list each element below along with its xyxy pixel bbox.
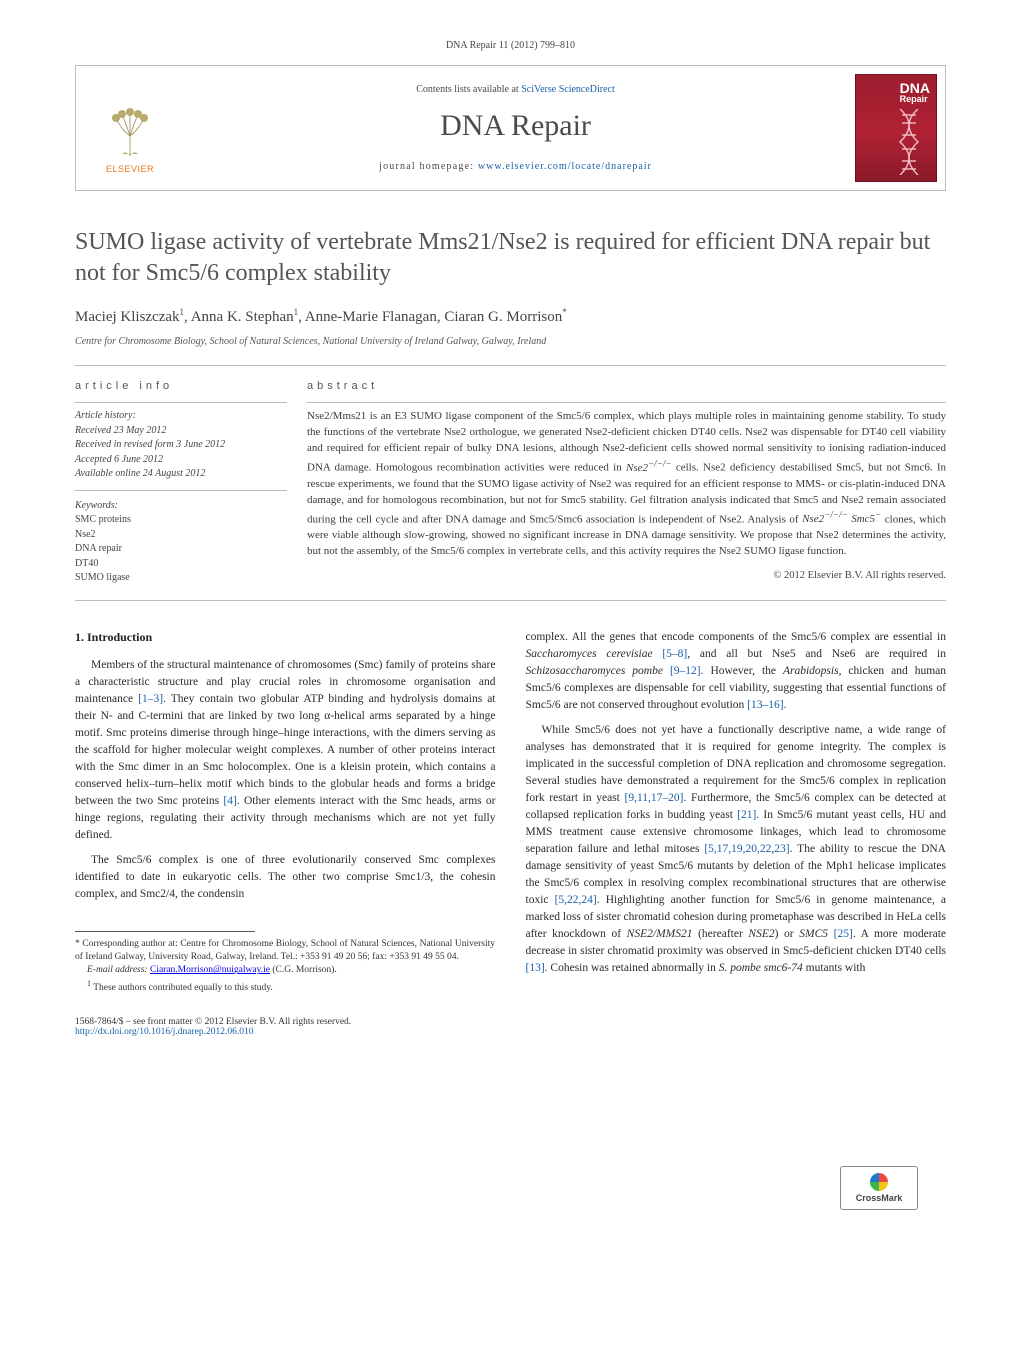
citation-volpages: 11 (2012) 799–810 (499, 40, 575, 51)
body-paragraph: The Smc5/6 complex is one of three evolu… (75, 852, 496, 903)
keyword: DT40 (75, 557, 287, 572)
publisher-logo-cell: ELSEVIER (76, 66, 184, 190)
body-paragraph: Members of the structural maintenance of… (75, 657, 496, 844)
article-history-block: Article history: Received 23 May 2012 Re… (75, 409, 287, 482)
abstract-copyright: © 2012 Elsevier B.V. All rights reserved… (307, 570, 946, 581)
authors-line: Maciej Kliszczak1, Anna K. Stephan1, Ann… (75, 307, 946, 326)
affiliation: Centre for Chromosome Biology, School of… (75, 336, 946, 347)
homepage-line: journal homepage: www.elsevier.com/locat… (194, 161, 837, 172)
footnote-marker: 1 (87, 979, 91, 988)
citation-link[interactable]: [13] (526, 962, 545, 974)
citation-link[interactable]: [1–3] (138, 693, 163, 705)
footnote-corr-text: Corresponding author at: Centre for Chro… (75, 939, 495, 962)
citation-link[interactable]: [5,22,24] (555, 894, 597, 906)
article-info-column: article info Article history: Received 2… (75, 366, 307, 586)
journal-header-box: ELSEVIER Contents lists available at Sci… (75, 65, 946, 191)
footnote-corresponding: * Corresponding author at: Centre for Ch… (75, 938, 495, 965)
body-column-left: 1. Introduction Members of the structura… (75, 629, 496, 995)
keyword: SMC proteins (75, 513, 287, 528)
contents-available-line: Contents lists available at SciVerse Sci… (194, 84, 837, 95)
footnotes: * Corresponding author at: Centre for Ch… (75, 938, 495, 995)
footnote-email: E-mail address: Ciaran.Morrison@nuigalwa… (87, 964, 495, 977)
cover-label-sub: Repair (900, 95, 930, 104)
header-citation: DNA Repair 11 (2012) 799–810 (75, 40, 946, 51)
page-footer: 1568-7864/$ – see front matter © 2012 El… (75, 1017, 946, 1037)
tree-icon (102, 106, 158, 162)
footer-left: 1568-7864/$ – see front matter © 2012 El… (75, 1017, 351, 1037)
history-revised: Received in revised form 3 June 2012 (75, 438, 287, 453)
homepage-prefix: journal homepage: (379, 161, 478, 172)
section-heading: 1. Introduction (75, 629, 496, 647)
abstract-column: abstract Nse2/Mms21 is an E3 SUMO ligase… (307, 366, 946, 586)
body-columns: 1. Introduction Members of the structura… (75, 629, 946, 995)
keywords-label: Keywords: (75, 499, 287, 514)
publisher-name: ELSEVIER (106, 164, 154, 174)
elsevier-logo: ELSEVIER (94, 100, 166, 180)
keyword: SUMO ligase (75, 571, 287, 586)
footnote-equal-text: These authors contributed equally to thi… (93, 983, 273, 993)
email-who: (C.G. Morrison). (270, 965, 337, 975)
citation-link[interactable]: [5–8] (662, 648, 687, 660)
citation-link[interactable]: [4] (223, 795, 236, 807)
body-paragraph: complex. All the genes that encode compo… (526, 629, 947, 714)
history-online: Available online 24 August 2012 (75, 467, 287, 482)
journal-cover-thumb: DNA Repair (855, 74, 937, 182)
email-label: E-mail address: (87, 965, 148, 975)
citation-journal: DNA Repair (446, 40, 496, 51)
crossmark-badge[interactable]: CrossMark (840, 1166, 918, 1210)
sciencedirect-link[interactable]: SciVerse ScienceDirect (521, 84, 615, 95)
keyword: DNA repair (75, 542, 287, 557)
citation-link[interactable]: [9,11,17–20] (625, 792, 684, 804)
info-rule-2 (75, 490, 287, 491)
citation-link[interactable]: [25] (834, 928, 853, 940)
dna-helix-icon (896, 109, 922, 175)
footnote-equal: 1 These authors contributed equally to t… (87, 978, 495, 995)
doi-link[interactable]: http://dx.doi.org/10.1016/j.dnarep.2012.… (75, 1027, 253, 1037)
history-label: Article history: (75, 409, 287, 424)
info-abstract-row: article info Article history: Received 2… (75, 366, 946, 586)
crossmark-label: CrossMark (856, 1193, 903, 1203)
bottom-rule (75, 600, 946, 601)
homepage-link[interactable]: www.elsevier.com/locate/dnarepair (478, 161, 652, 172)
article-info-heading: article info (75, 380, 287, 392)
body-column-right: complex. All the genes that encode compo… (526, 629, 947, 995)
abstract-text: Nse2/Mms21 is an E3 SUMO ligase componen… (307, 409, 946, 560)
citation-link[interactable]: [21] (737, 809, 756, 821)
info-rule-1 (75, 402, 287, 403)
article-title: SUMO ligase activity of vertebrate Mms21… (75, 227, 946, 289)
header-center: Contents lists available at SciVerse Sci… (184, 66, 847, 190)
keywords-block: Keywords: SMC proteins Nse2 DNA repair D… (75, 499, 287, 586)
citation-link[interactable]: [5,17,19,20,22,23] (704, 843, 789, 855)
footnotes-rule (75, 931, 255, 938)
contents-prefix: Contents lists available at (416, 84, 521, 95)
journal-cover-cell: DNA Repair (847, 66, 945, 190)
crossmark-icon (870, 1173, 888, 1191)
history-accepted: Accepted 6 June 2012 (75, 453, 287, 468)
cover-title: DNA Repair (900, 81, 930, 104)
abstract-heading: abstract (307, 380, 946, 392)
journal-title: DNA Repair (194, 109, 837, 143)
body-paragraph: While Smc5/6 does not yet have a functio… (526, 722, 947, 977)
citation-link[interactable]: [9–12] (670, 665, 701, 677)
history-received: Received 23 May 2012 (75, 424, 287, 439)
abstract-rule (307, 402, 946, 403)
keyword: Nse2 (75, 528, 287, 543)
issn-line: 1568-7864/$ – see front matter © 2012 El… (75, 1017, 351, 1027)
email-link[interactable]: Ciaran.Morrison@nuigalway.ie (150, 965, 270, 975)
citation-link[interactable]: [13–16] (747, 699, 783, 711)
